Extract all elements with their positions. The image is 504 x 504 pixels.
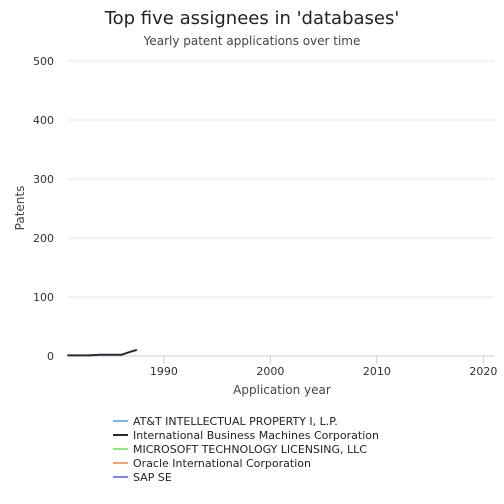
legend-label: MICROSOFT TECHNOLOGY LICENSING, LLC: [133, 443, 367, 456]
y-tick-label: 100: [33, 291, 54, 304]
y-tick-label: 0: [47, 350, 54, 363]
series-lines: [68, 350, 136, 355]
legend-label: Oracle International Corporation: [133, 457, 311, 470]
x-tick-label: 2010: [363, 365, 391, 378]
chart-subtitle: Yearly patent applications over time: [143, 34, 361, 48]
axes: 0 100 200 300 400 500 1990 2000 2010 2020: [33, 55, 497, 378]
x-tick-label: 2000: [256, 365, 284, 378]
legend-item[interactable]: AT&T INTELLECTUAL PROPERTY I, L.P.: [113, 415, 338, 428]
y-tick-label: 500: [33, 55, 54, 68]
y-axis-label: Patents: [13, 186, 27, 231]
legend-item[interactable]: Oracle International Corporation: [113, 457, 311, 470]
x-axis-label: Application year: [233, 383, 331, 397]
legend[interactable]: AT&T INTELLECTUAL PROPERTY I, L.P.Intern…: [113, 415, 379, 484]
legend-item[interactable]: MICROSOFT TECHNOLOGY LICENSING, LLC: [113, 443, 367, 456]
legend-label: SAP SE: [133, 471, 172, 484]
y-tick-label: 300: [33, 173, 54, 186]
x-tick-label: 2020: [469, 365, 497, 378]
series-line-1[interactable]: [68, 350, 136, 355]
legend-label: AT&T INTELLECTUAL PROPERTY I, L.P.: [133, 415, 338, 428]
legend-label: International Business Machines Corporat…: [133, 429, 379, 442]
chart-title: Top five assignees in 'databases': [104, 8, 400, 29]
grid: [68, 61, 494, 356]
legend-item[interactable]: SAP SE: [113, 471, 172, 484]
x-tick-label: 1990: [150, 365, 178, 378]
y-tick-label: 200: [33, 232, 54, 245]
legend-item[interactable]: International Business Machines Corporat…: [113, 429, 379, 442]
y-tick-label: 400: [33, 114, 54, 127]
